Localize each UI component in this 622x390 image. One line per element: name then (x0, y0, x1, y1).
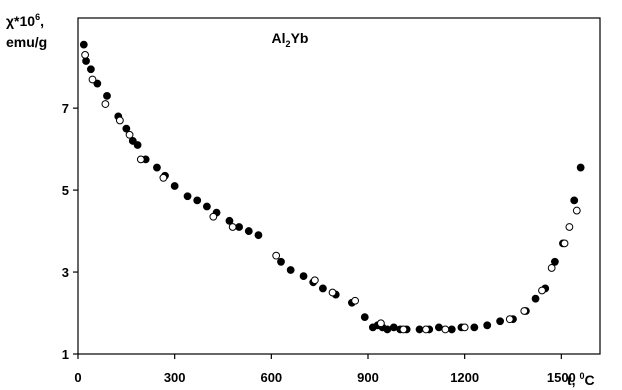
data-point-filled (570, 196, 579, 205)
data-point-filled (550, 257, 559, 266)
data-point-filled (183, 192, 192, 201)
data-point-filled (244, 227, 253, 235)
data-point-open (565, 223, 574, 231)
data-point-open (560, 239, 569, 248)
y-axis-label: χ*106, (6, 12, 44, 29)
data-point-open (272, 251, 281, 260)
x-tick-label: 600 (260, 370, 282, 385)
data-point-open (538, 286, 546, 295)
data-point-open (209, 212, 218, 221)
data-point-open (88, 75, 97, 84)
data-points (79, 40, 585, 334)
plot-frame (77, 17, 601, 355)
data-point-open (376, 319, 385, 328)
data-point-filled (389, 323, 398, 332)
data-point-open (441, 325, 450, 334)
chart-title: Al2Yb (272, 30, 309, 49)
data-point-filled (86, 65, 95, 74)
data-point-filled (254, 231, 263, 240)
data-point-filled (128, 137, 137, 145)
data-point-filled (415, 325, 424, 334)
data-point-filled (531, 294, 540, 303)
y-axis-label-units: emu/g (6, 34, 47, 50)
data-point-filled (170, 182, 179, 190)
data-point-open (351, 296, 360, 305)
data-point-open (125, 130, 134, 139)
data-point-filled (153, 163, 161, 172)
data-point-filled (225, 216, 234, 225)
y-tick-label: 3 (62, 265, 69, 280)
data-point-filled (383, 325, 392, 334)
data-point-open (310, 276, 319, 285)
data-point-filled (202, 202, 211, 211)
data-point-filled (360, 313, 369, 322)
data-point-filled (93, 79, 102, 88)
x-tick-label: 300 (164, 370, 186, 385)
data-point-filled (286, 266, 295, 274)
y-tick-label: 5 (62, 183, 69, 198)
plot-border (77, 17, 601, 355)
x-tick-label: 1500 (547, 370, 576, 385)
data-point-open (547, 264, 556, 272)
data-point-filled (483, 321, 492, 330)
x-tick-label: 900 (357, 370, 379, 385)
x-axis-label: t, 0C (567, 371, 595, 388)
data-point-open (228, 223, 237, 231)
data-point-filled (576, 163, 585, 172)
data-point-filled (299, 272, 308, 281)
data-point-filled (434, 323, 443, 332)
x-tick-label: 0 (74, 370, 81, 385)
data-point-filled (79, 40, 88, 49)
data-point-filled (470, 323, 479, 332)
data-point-filled (103, 91, 111, 100)
y-tick-label: 1 (62, 347, 69, 362)
data-point-open (159, 173, 168, 182)
data-point-filled (318, 284, 327, 293)
data-point-open (422, 325, 430, 334)
data-point-filled (235, 223, 244, 231)
data-point-filled (122, 124, 131, 133)
data-point-filled (193, 196, 202, 205)
data-point-open (505, 315, 514, 324)
x-axis: 0 300 600 900 1200 1500 (74, 354, 576, 385)
y-tick-label: 7 (62, 101, 69, 116)
data-point-open (81, 50, 89, 59)
data-point-open (520, 307, 529, 315)
data-point-open (136, 155, 145, 164)
data-point-open (328, 288, 337, 297)
data-point-filled (277, 257, 285, 266)
x-tick-label: 1200 (450, 370, 479, 385)
data-point-filled (133, 141, 142, 149)
data-point-filled (447, 325, 456, 334)
y-axis: 1 3 5 7 (62, 101, 78, 362)
data-point-open (572, 206, 581, 215)
data-point-open (115, 116, 124, 125)
data-point-open (101, 100, 110, 108)
data-point-open (399, 325, 408, 334)
data-point-open (460, 323, 469, 332)
data-point-filled (496, 317, 505, 326)
